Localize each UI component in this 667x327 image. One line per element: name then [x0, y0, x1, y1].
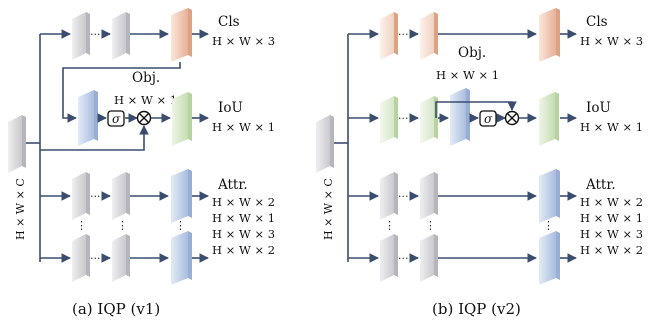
attr-conv-1-0: [72, 172, 90, 220]
attr-label: Attr.: [217, 177, 248, 193]
vertical-ellipsis-icon: ⋮: [175, 219, 186, 232]
obj-output: [78, 90, 98, 146]
attr-output-0: [539, 169, 560, 223]
attr-output-0: [171, 169, 192, 223]
attr-conv-1-1: [72, 234, 90, 282]
attr-dim-1: H × W × 1: [580, 211, 643, 225]
ellipsis-icon: ···: [398, 112, 409, 125]
ellipsis-icon: ···: [398, 252, 409, 265]
vertical-ellipsis-icon: ⋮: [384, 219, 395, 232]
cls-conv-1: [72, 12, 90, 60]
attr-dim-1: H × W × 1: [212, 211, 275, 225]
input-feature: [316, 115, 334, 173]
iou-conv-1: [380, 96, 398, 144]
input-dim-label: H × W × C: [14, 178, 27, 240]
iou-label: IoU: [218, 100, 243, 116]
iou-output: [539, 92, 559, 146]
cls-conv-1: [380, 12, 398, 60]
sigmoid-icon: σ: [479, 110, 497, 127]
obj-label: Obj.: [132, 70, 160, 86]
caption: (b) IQP (v2): [432, 300, 521, 318]
attr-dim-0: H × W × 2: [212, 195, 275, 209]
attr-output-1: [539, 231, 560, 285]
obj-output: [450, 88, 470, 146]
attr-dim-3: H × W × 2: [212, 243, 275, 257]
caption: (a) IQP (v1): [72, 300, 160, 318]
obj-dim: H × W × 1: [436, 68, 499, 82]
attr-conv-1-1: [380, 234, 398, 282]
cls-dim: H × W × 3: [212, 34, 275, 48]
cls-dim: H × W × 3: [580, 34, 643, 48]
cls-label: Cls: [218, 14, 240, 30]
multiply-icon: [136, 110, 152, 126]
attr-conv-2-0: [112, 172, 130, 220]
multiply-icon: [504, 110, 520, 126]
connector-line: [40, 125, 149, 151]
input-feature: [8, 115, 26, 173]
attr-conv-2-1: [420, 234, 438, 282]
cls-output: [171, 8, 192, 62]
iou-dim: H × W × 1: [580, 120, 643, 134]
attr-conv-2-1: [112, 234, 130, 282]
attr-conv-2-0: [420, 172, 438, 220]
attr-dim-0: H × W × 2: [580, 195, 643, 209]
cls-conv-2: [420, 12, 438, 60]
attr-dim-2: H × W × 3: [212, 227, 275, 241]
vertical-ellipsis-icon: ⋮: [76, 219, 87, 232]
cls-conv-2: [112, 12, 130, 60]
attr-label: Attr.: [585, 177, 616, 193]
attr-output-1: [171, 231, 192, 285]
ellipsis-icon: ···: [90, 190, 101, 203]
ellipsis-icon: ···: [90, 28, 101, 41]
ellipsis-icon: ···: [90, 252, 101, 265]
panel-v1: H × W × C ··· Cls H × W × 3 Obj. H × W × 1 σ Io…: [8, 8, 275, 318]
vertical-ellipsis-icon: ⋮: [117, 219, 128, 232]
panel-v2: H × W × C ··· Cls H × W × 3 ··· Obj. H × W × 1…: [316, 8, 643, 318]
connector-line: [435, 101, 517, 118]
ellipsis-icon: ···: [398, 190, 409, 203]
iou-label: IoU: [586, 100, 611, 116]
attr-conv-1-0: [380, 172, 398, 220]
vertical-ellipsis-icon: ⋮: [425, 219, 436, 232]
connector-line: [62, 62, 181, 123]
sigmoid-icon: σ: [107, 110, 125, 127]
sigmoid-symbol: σ: [484, 112, 493, 126]
sigmoid-symbol: σ: [112, 112, 121, 126]
obj-label: Obj.: [458, 45, 486, 61]
iou-dim: H × W × 1: [212, 120, 275, 134]
attr-dim-2: H × W × 3: [580, 227, 643, 241]
cls-output: [539, 8, 560, 62]
obj-dim: H × W × 1: [114, 93, 177, 107]
cls-label: Cls: [586, 14, 608, 30]
attr-dim-3: H × W × 2: [580, 243, 643, 257]
vertical-ellipsis-icon: ⋮: [543, 219, 554, 232]
iou-output: [172, 92, 192, 146]
input-dim-label: H × W × C: [322, 178, 335, 240]
ellipsis-icon: ···: [398, 28, 409, 41]
